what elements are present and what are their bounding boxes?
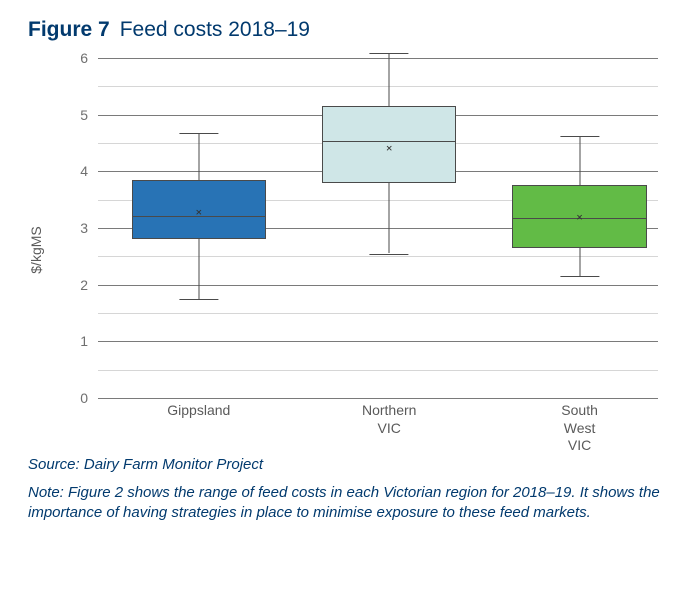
figure-title: Feed costs 2018–19 [120, 18, 310, 42]
figure-heading: Figure 7 Feed costs 2018–19 [28, 18, 672, 42]
whisker [579, 136, 580, 185]
y-tick-label: 2 [68, 277, 88, 293]
y-tick-label: 1 [68, 333, 88, 349]
y-tick-label: 4 [68, 163, 88, 179]
whisker-cap [179, 133, 218, 134]
x-tick-label: South West VIC [561, 402, 598, 455]
whisker [198, 239, 199, 299]
mean-marker: × [195, 206, 202, 219]
whisker [198, 133, 199, 180]
whisker [579, 248, 580, 276]
y-tick-label: 0 [68, 390, 88, 406]
whisker-cap [370, 254, 409, 255]
plot-area: × × × [98, 58, 658, 398]
y-tick-label: 6 [68, 50, 88, 66]
gridline-major [98, 398, 658, 399]
whisker-cap [179, 299, 218, 300]
box-group: × [512, 58, 646, 398]
y-axis-label: $/kgMS [28, 226, 44, 273]
note-text: Note: Figure 2 shows the range of feed c… [28, 483, 672, 524]
box-group: × [132, 58, 266, 398]
y-tick-label: 3 [68, 220, 88, 236]
x-tick-label: Northern VIC [362, 402, 416, 437]
box-group: × [322, 58, 456, 398]
boxplot-chart: $/kgMS ××× 0123456GippslandNorthern VICS… [28, 50, 668, 450]
whisker-cap [560, 276, 599, 277]
whisker [389, 53, 390, 105]
whisker [389, 183, 390, 254]
figure-label: Figure 7 [28, 18, 110, 42]
x-tick-label: Gippsland [167, 402, 230, 420]
source-text: Source: Dairy Farm Monitor Project [28, 456, 672, 473]
mean-marker: × [386, 141, 393, 154]
y-tick-label: 5 [68, 107, 88, 123]
whisker-cap [560, 136, 599, 137]
whisker-cap [370, 53, 409, 54]
mean-marker: × [576, 210, 583, 223]
